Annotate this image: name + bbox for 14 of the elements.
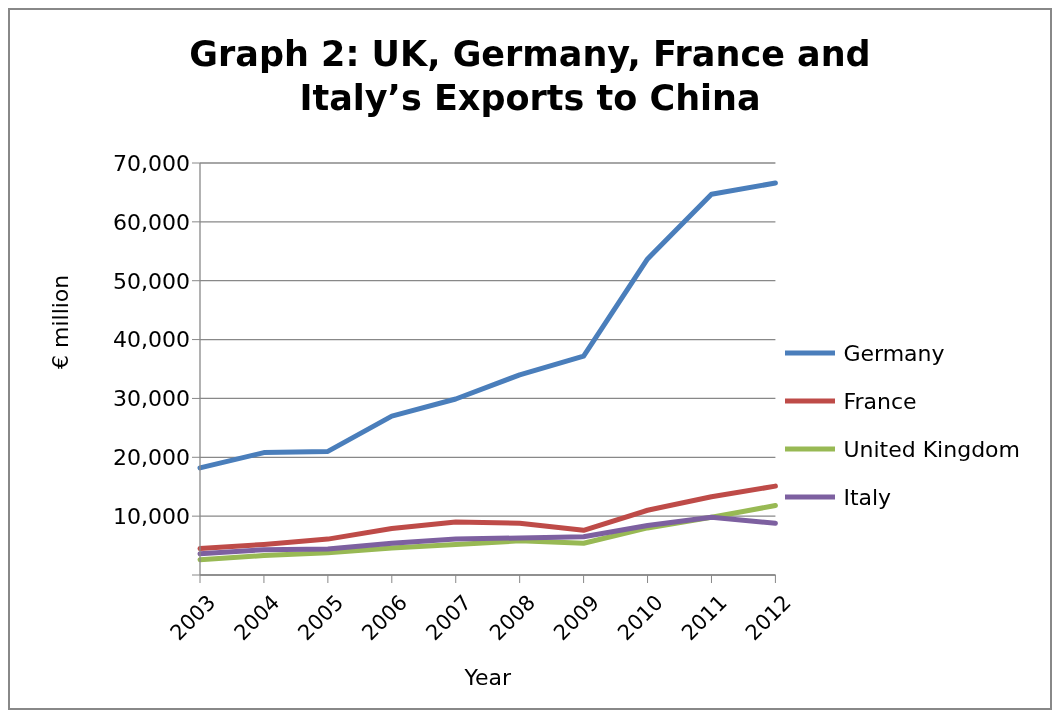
- legend-label: France: [843, 388, 917, 414]
- y-tick-label: 60,000: [113, 209, 190, 235]
- y-tick-label: 50,000: [113, 268, 190, 294]
- legend-label: United Kingdom: [843, 436, 1020, 462]
- x-axis-title: Year: [463, 665, 512, 690]
- y-tick-label: 70,000: [113, 150, 190, 176]
- legend-label: Germany: [843, 340, 945, 366]
- legend-label: Italy: [843, 484, 892, 510]
- y-tick-label: 40,000: [113, 327, 190, 353]
- y-tick-label: 30,000: [113, 386, 190, 412]
- chart-title: Graph 2: UK, Germany, France and Italy’s Exports to China: [188, 33, 872, 120]
- y-axis-title: € million: [47, 274, 73, 369]
- y-tick-label: 10,000: [113, 503, 190, 529]
- y-tick-label: 20,000: [113, 445, 190, 471]
